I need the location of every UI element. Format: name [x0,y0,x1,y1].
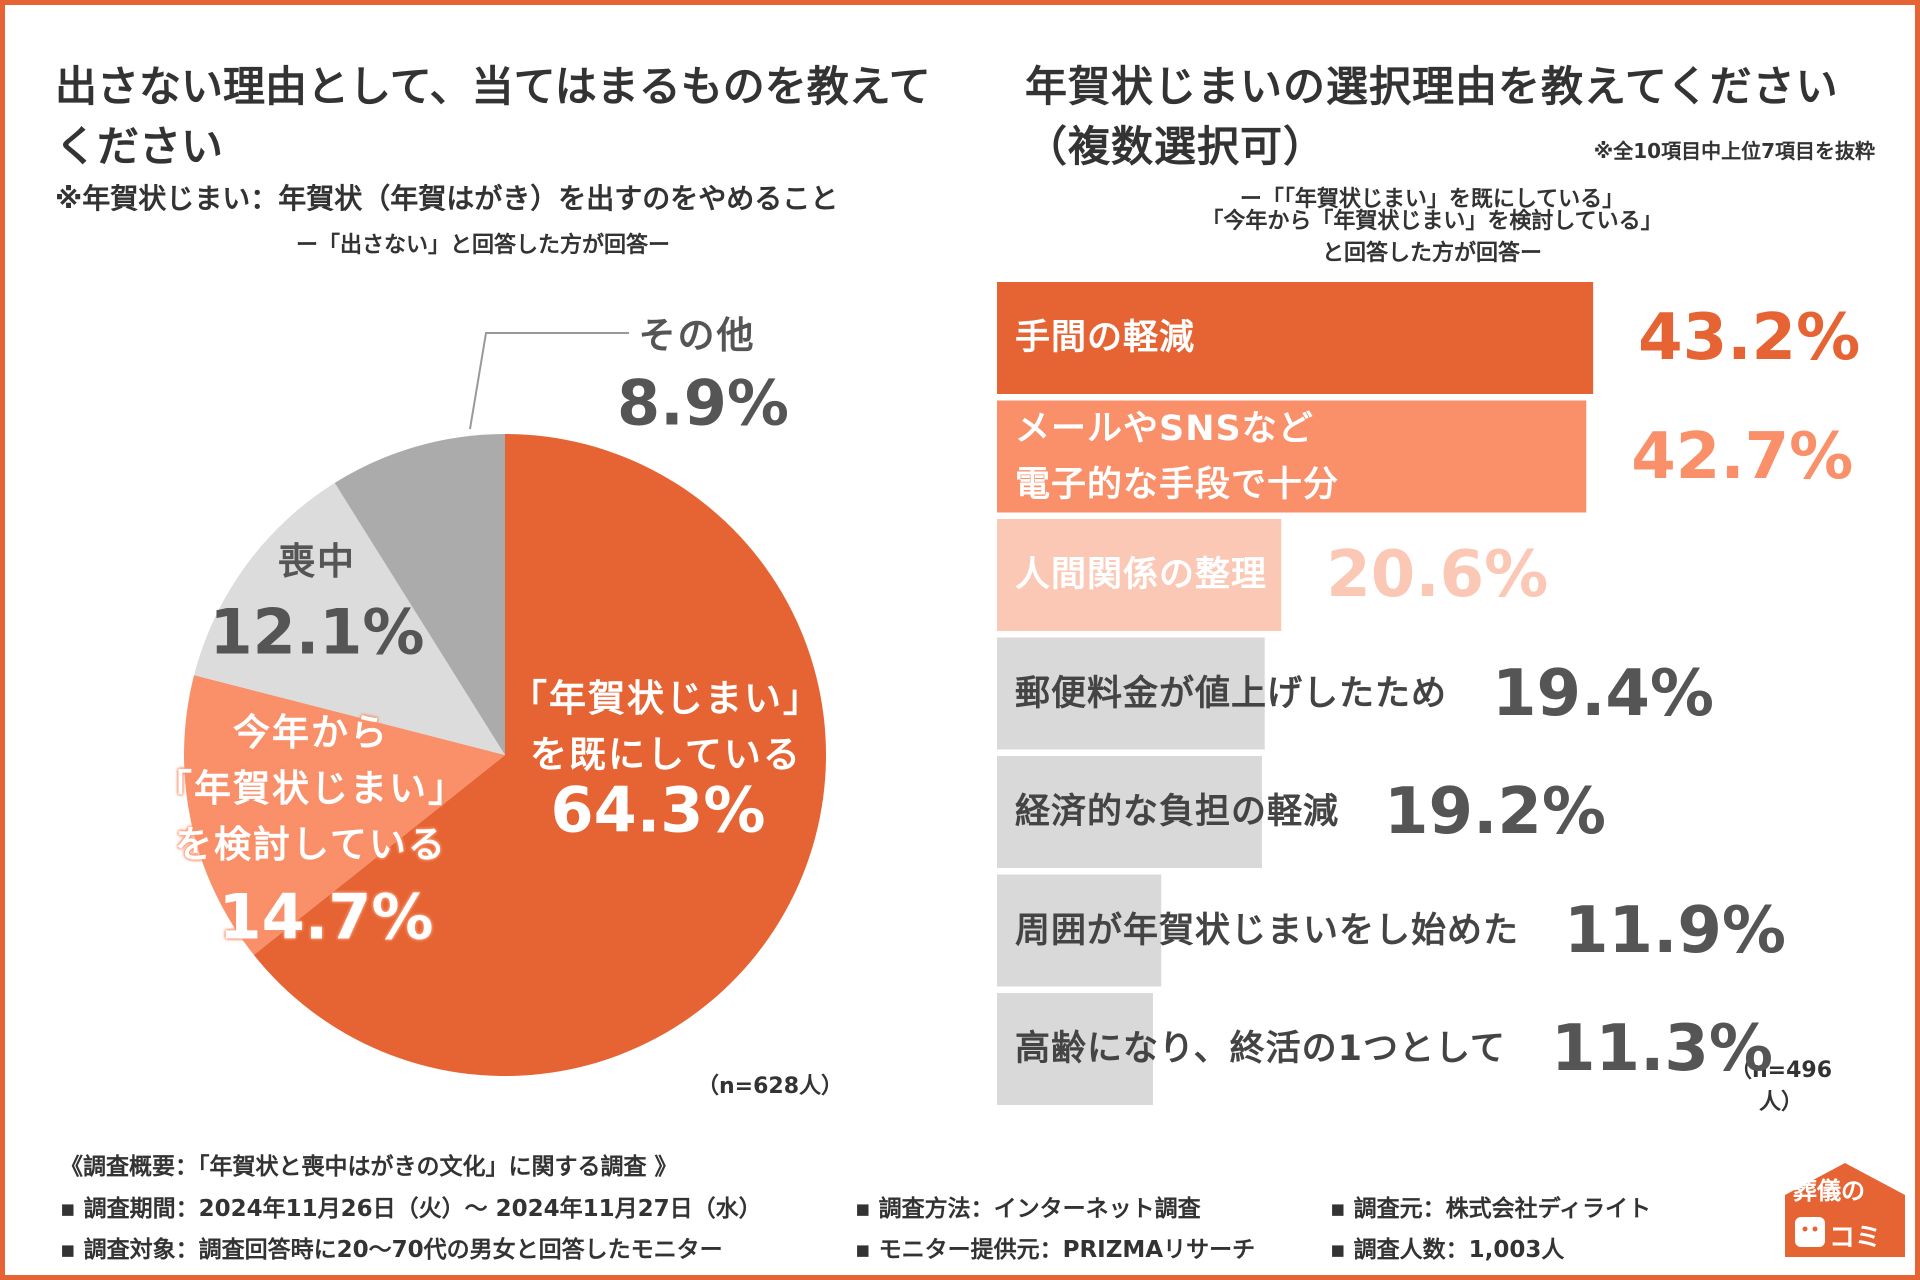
bar-value: 11.9% [1564,893,1787,968]
pie-value: 14.7% [218,880,434,954]
bar-category: 周囲が年賀状じまいをし始めた [1015,910,1520,951]
bar [997,637,1265,750]
shapes [183,282,1905,1257]
pie-slice [194,482,505,755]
pie-label: 今年から 「年賀状じまい」 を検討している [155,711,467,866]
pie-value: 64.3% [550,773,766,847]
bar-category: 高齢になり、終活の1つとして [1015,1029,1506,1069]
pie-subtitle: ※年賀状じまい：年賀状（年賀はがき）を出すのをやめること [55,182,839,215]
footer-text: 調査期間：2024年11月26日（火）～ 2024年11月27日（水） [83,1196,762,1222]
pie-slice [253,434,827,1076]
pie-value: 8.9% [617,366,789,440]
bar-value: 19.2% [1384,775,1607,849]
bar-category: 郵便料金が値上げしたため [1015,673,1448,714]
bar-category: 経済的な負担の軽減 [1015,792,1340,832]
logo [1785,1163,1905,1257]
footer-heading: 《調査概要：「年賀状と喪中はがきの文化」に関する調査 》 [60,1154,678,1180]
bar-value: 43.2% [1638,301,1861,375]
bar [997,282,1594,394]
pie-label: その他 [638,314,756,357]
bar-value: 11.3% [1551,1012,1774,1086]
leader-line [469,332,629,430]
bar [997,874,1162,987]
bar [997,519,1282,631]
bar-note: 「今年から「年賀状じまい」を検討している」と回答した方が回答ー [1201,209,1663,266]
pie-value: 12.1% [209,595,425,669]
footer-text: モニター提供元：PRIZMAリサーチ [878,1237,1256,1263]
footer-item: ▪ 調査対象：調査回答時に20〜70代の男女と回答したモニター [60,1237,723,1263]
pie-sample: （n=628人） [696,1074,844,1099]
pie-slice [183,675,505,955]
footer-text: 調査対象：調査回答時に20〜70代の男女と回答したモニター [83,1237,723,1263]
bar-category: 手間の軽減 [1015,318,1196,358]
logo-eye [1802,1226,1808,1232]
footer-item: ▪ 調査人数：1,003人 [1330,1237,1565,1263]
pie-label: 「年賀状じまい」 を既にしている [510,677,822,776]
bar-category: 人間関係の整理 [1015,555,1268,595]
footer-item: ▪ 調査元：株式会社ディライト [1330,1196,1651,1222]
logo-eye [1812,1226,1818,1232]
footer-text: 調査人数：1,003人 [1353,1237,1565,1263]
bar [997,756,1262,868]
bar-value: 19.4% [1492,656,1715,731]
bar-subtitle: ー「「年賀状じまい」を既にしている」 [1239,187,1625,212]
bar-title: 年賀状じまいの選択理由を教えてください （複数選択可） [1025,62,1839,171]
pie-title: 出さない理由として、当てはまるものを教えて ください [55,62,931,171]
pie-note: ー「出さない」と回答した方が回答ー [295,233,671,258]
bar-sample: （n=496人） [1729,1058,1833,1115]
footer-text: 調査元：株式会社ディライト [1353,1196,1651,1222]
footer-text: 調査方法：インターネット調査 [878,1196,1201,1222]
pie-slice [334,434,505,755]
bar-category: メールやSNSなど 電子的な手段で十分 [1015,408,1340,505]
bar-remark: ※全10項目中上位7項目を抜粋 [1593,139,1875,163]
pie-label: 喪中 [278,540,356,583]
footer-item: ▪ 調査方法：インターネット調査 [855,1196,1201,1222]
bar-value: 42.7% [1631,419,1854,494]
logo-icon [1795,1217,1825,1247]
bar-value: 20.6% [1326,538,1549,612]
bar [997,993,1153,1105]
footer-item: ▪ 調査期間：2024年11月26日（火）～ 2024年11月27日（水） [60,1196,762,1222]
footer-item: ▪ モニター提供元：PRIZMAリサーチ [855,1237,1256,1263]
logo-text: 葬儀の [1793,1177,1865,1205]
logo-text: コミ [1829,1223,1882,1253]
bar [997,400,1587,513]
